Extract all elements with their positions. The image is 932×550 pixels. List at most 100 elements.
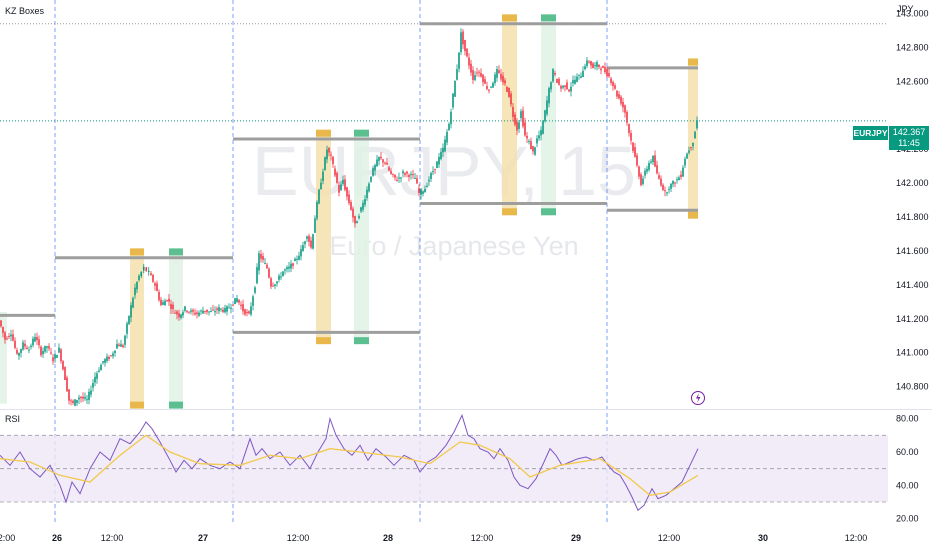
candle-body (262, 256, 264, 260)
candle-body (640, 174, 642, 186)
candle-body (516, 121, 518, 131)
candle-body (68, 389, 70, 401)
candle-body (145, 267, 148, 272)
candle-body (246, 312, 248, 314)
candle-body (360, 207, 362, 212)
candle-body (514, 114, 516, 125)
price-tick-label: 143.000 (896, 9, 929, 19)
candle-body (494, 74, 496, 83)
candle-body (362, 202, 364, 210)
candle-body (60, 349, 62, 362)
rsi-title[interactable]: RSI (5, 414, 21, 424)
candle-body (616, 90, 618, 97)
candle-body (532, 146, 534, 152)
candle-body (636, 155, 638, 166)
candle-body (50, 352, 52, 354)
candle-body (30, 345, 32, 348)
candle-body (614, 85, 616, 89)
candle-body (190, 310, 192, 312)
candle-body (612, 81, 614, 86)
candle-body (540, 130, 542, 136)
candle-body (374, 165, 376, 171)
candle-body (270, 278, 272, 287)
currency-label: JPY (897, 4, 914, 14)
candle-body (482, 74, 484, 83)
candle-body (310, 240, 312, 248)
last-price-symbol-tag: EURJPY (853, 126, 888, 140)
candle-body (118, 344, 120, 347)
time-tick-label: 27 (198, 533, 208, 543)
candle-body (470, 63, 472, 73)
kz-boxes-title[interactable]: KZ Boxes (5, 6, 45, 16)
candle-body (202, 310, 204, 314)
candle-body (222, 309, 224, 312)
candle-body (396, 179, 398, 181)
candle-body (194, 312, 196, 315)
candle-body (254, 287, 256, 293)
candle-body (544, 110, 546, 122)
killzone-london-3 (354, 135, 369, 340)
candle-body (444, 139, 446, 152)
candle-body (436, 161, 438, 169)
candle-body (314, 218, 316, 233)
candle-body (534, 147, 536, 155)
candle-body (258, 253, 260, 271)
candle-body (416, 178, 418, 184)
candle-body (208, 311, 210, 313)
candle-body (302, 245, 304, 252)
candle-body (76, 400, 78, 403)
lightning-icon-bolt (696, 393, 701, 403)
candle-body (606, 69, 608, 77)
candle-body (568, 89, 570, 92)
candle-body (382, 159, 384, 163)
candle-body (394, 174, 396, 178)
killzone-cap-top-4 (502, 14, 517, 22)
candle-body (128, 315, 130, 325)
watermark-symbol: EURJPY, 15 (252, 132, 636, 210)
candle-body (388, 167, 390, 171)
candle-body (666, 192, 668, 194)
candle-body (432, 171, 434, 173)
candle-body (22, 342, 24, 350)
killzone-cap-bottom-4 (502, 208, 517, 216)
candle-body (168, 298, 170, 302)
candle-body (112, 353, 114, 357)
rsi-pane[interactable] (0, 413, 888, 512)
candle-body (26, 347, 28, 350)
price-pane[interactable]: EURJPY, 15 Euro / Japanese Yen (0, 0, 888, 522)
candle-body (336, 172, 338, 183)
candle-body (586, 60, 588, 67)
candle-body (646, 168, 648, 172)
candle-body (536, 138, 538, 144)
candle-body (410, 174, 412, 176)
candle-body (266, 264, 268, 269)
candle-body (78, 397, 80, 400)
time-tick-label: 12:00 (287, 533, 310, 543)
price-tick-label: 141.400 (896, 280, 929, 290)
candle-body (456, 69, 458, 80)
candle-body (312, 234, 314, 249)
candle-body (630, 133, 632, 141)
candle-body (276, 281, 278, 284)
candle-body (278, 275, 280, 280)
candle-body (286, 267, 288, 270)
killzone-cap-bottom-3 (354, 337, 369, 345)
candle-body (446, 131, 448, 143)
candle-body (602, 66, 604, 68)
candle-body (126, 323, 128, 334)
candle-body (234, 298, 236, 305)
candle-body (86, 399, 88, 401)
candle-body (48, 346, 50, 349)
candle-body (18, 353, 20, 356)
candle-body (28, 349, 30, 351)
candle-body (622, 102, 624, 108)
candle-body (326, 149, 328, 160)
candle-body (354, 215, 356, 224)
candle-body (14, 340, 16, 348)
price-tick-label: 141.800 (896, 212, 929, 222)
candle-body (520, 111, 522, 119)
candle-body (670, 183, 672, 189)
candle-body (634, 147, 636, 157)
candle-body (296, 258, 298, 260)
